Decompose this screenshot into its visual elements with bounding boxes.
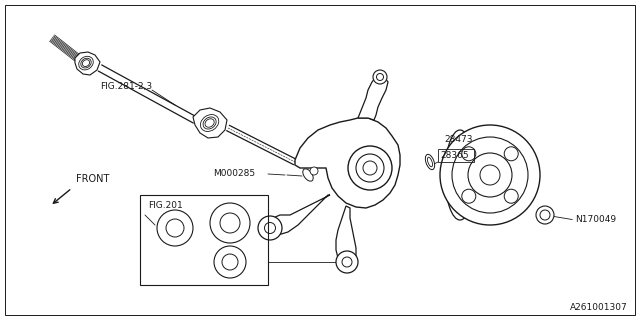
Polygon shape <box>193 108 227 138</box>
Text: A261001307: A261001307 <box>570 303 628 313</box>
Polygon shape <box>295 118 400 208</box>
Circle shape <box>258 216 282 240</box>
Circle shape <box>342 257 352 267</box>
Circle shape <box>310 167 318 175</box>
Ellipse shape <box>303 169 313 181</box>
Circle shape <box>348 146 392 190</box>
Circle shape <box>220 213 240 233</box>
Circle shape <box>536 206 554 224</box>
Text: N170049: N170049 <box>575 215 616 225</box>
Ellipse shape <box>79 56 93 70</box>
Text: M000285: M000285 <box>213 170 255 179</box>
Ellipse shape <box>428 157 433 167</box>
Polygon shape <box>75 52 100 75</box>
Circle shape <box>373 70 387 84</box>
Circle shape <box>462 189 476 203</box>
Bar <box>140 195 268 285</box>
Ellipse shape <box>203 117 216 129</box>
Text: 28365: 28365 <box>440 150 468 159</box>
Polygon shape <box>358 76 388 120</box>
Text: FIG.201: FIG.201 <box>148 201 183 210</box>
Ellipse shape <box>426 154 435 170</box>
Text: FRONT: FRONT <box>76 174 109 184</box>
Circle shape <box>210 203 250 243</box>
Circle shape <box>462 147 476 161</box>
Circle shape <box>504 189 518 203</box>
Circle shape <box>440 125 540 225</box>
Circle shape <box>452 137 528 213</box>
Circle shape <box>356 154 384 182</box>
Polygon shape <box>336 206 356 262</box>
Circle shape <box>222 254 238 270</box>
Polygon shape <box>270 195 330 235</box>
Bar <box>438 149 474 162</box>
Circle shape <box>166 219 184 237</box>
Circle shape <box>376 74 383 81</box>
Text: FIG.281-2,3: FIG.281-2,3 <box>100 83 152 92</box>
Circle shape <box>264 222 275 234</box>
Ellipse shape <box>83 60 90 67</box>
Ellipse shape <box>205 119 214 127</box>
Circle shape <box>157 210 193 246</box>
Text: 28473: 28473 <box>444 135 472 145</box>
Circle shape <box>214 246 246 278</box>
Circle shape <box>468 153 512 197</box>
Ellipse shape <box>445 130 475 220</box>
Circle shape <box>480 165 500 185</box>
Circle shape <box>504 147 518 161</box>
Ellipse shape <box>81 58 91 68</box>
Circle shape <box>336 251 358 273</box>
Circle shape <box>540 210 550 220</box>
Circle shape <box>363 161 377 175</box>
Ellipse shape <box>200 115 219 132</box>
